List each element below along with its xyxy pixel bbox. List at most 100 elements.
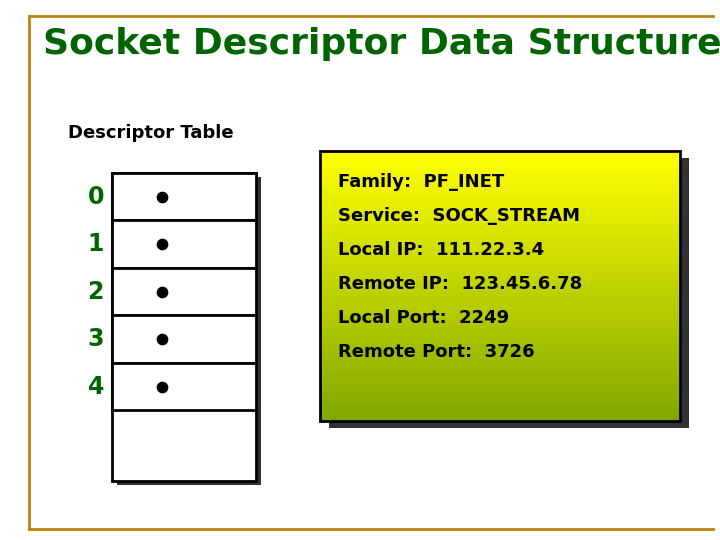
Bar: [320, 266, 680, 270]
Bar: [320, 181, 680, 186]
Bar: [320, 323, 680, 327]
Text: Remote Port:  3726: Remote Port: 3726: [338, 343, 535, 361]
Bar: [320, 374, 680, 378]
Bar: [320, 306, 680, 310]
Bar: [320, 185, 680, 189]
Bar: [320, 408, 680, 411]
Bar: [320, 195, 680, 199]
Bar: [320, 337, 680, 341]
Bar: [320, 418, 680, 422]
Bar: [320, 415, 680, 419]
Bar: [320, 175, 680, 179]
Bar: [320, 354, 680, 357]
Bar: [320, 330, 680, 334]
Point: [156, 335, 168, 343]
Bar: [320, 151, 680, 421]
Bar: [320, 188, 680, 192]
Bar: [320, 280, 680, 284]
Bar: [320, 178, 680, 182]
Bar: [320, 192, 680, 195]
Bar: [329, 158, 689, 428]
Point: [156, 382, 168, 391]
Bar: [112, 363, 256, 410]
Text: 0: 0: [88, 185, 104, 208]
Bar: [320, 377, 680, 381]
Bar: [320, 316, 680, 321]
Bar: [320, 205, 680, 209]
Bar: [320, 327, 680, 330]
Text: Local IP:  111.22.3.4: Local IP: 111.22.3.4: [338, 241, 544, 259]
Bar: [320, 256, 680, 260]
Text: Local Port:  2249: Local Port: 2249: [338, 309, 510, 327]
Bar: [320, 229, 680, 233]
Bar: [320, 397, 680, 402]
Bar: [320, 343, 680, 348]
Bar: [320, 273, 680, 276]
Bar: [320, 208, 680, 212]
Bar: [320, 361, 680, 365]
Bar: [320, 289, 680, 293]
Bar: [320, 219, 680, 222]
Bar: [320, 242, 680, 246]
Bar: [320, 154, 680, 159]
Bar: [320, 262, 680, 267]
Bar: [320, 235, 680, 240]
Bar: [320, 391, 680, 395]
Bar: [320, 158, 680, 162]
Bar: [320, 367, 680, 371]
Bar: [320, 404, 680, 408]
Bar: [320, 310, 680, 314]
Bar: [320, 394, 680, 398]
Bar: [320, 340, 680, 344]
Bar: [320, 239, 680, 243]
Bar: [320, 411, 680, 415]
Bar: [320, 253, 680, 256]
Bar: [320, 333, 680, 338]
Text: Service:  SOCK_STREAM: Service: SOCK_STREAM: [338, 207, 580, 225]
Bar: [320, 388, 680, 392]
Point: [156, 240, 168, 248]
Bar: [320, 276, 680, 280]
Point: [156, 192, 168, 201]
Bar: [320, 226, 680, 230]
Text: Descriptor Table: Descriptor Table: [68, 124, 234, 142]
Bar: [320, 222, 680, 226]
Bar: [320, 202, 680, 206]
Bar: [112, 315, 256, 363]
Bar: [320, 168, 680, 172]
Bar: [320, 165, 680, 168]
Text: 4: 4: [88, 375, 104, 399]
Bar: [320, 246, 680, 249]
Text: 3: 3: [88, 327, 104, 351]
Point: [156, 287, 168, 296]
Bar: [320, 370, 680, 375]
Bar: [320, 161, 680, 165]
Bar: [320, 212, 680, 216]
Bar: [320, 384, 680, 388]
Bar: [320, 364, 680, 368]
Bar: [320, 293, 680, 297]
Bar: [320, 249, 680, 253]
Bar: [320, 357, 680, 361]
Bar: [117, 177, 261, 485]
Bar: [112, 220, 256, 268]
Bar: [112, 173, 256, 220]
Bar: [320, 320, 680, 324]
Bar: [320, 313, 680, 317]
Bar: [320, 283, 680, 287]
Bar: [320, 151, 680, 155]
Text: 2: 2: [88, 280, 104, 303]
Bar: [320, 296, 680, 300]
Bar: [320, 350, 680, 354]
Bar: [320, 269, 680, 273]
Bar: [320, 381, 680, 384]
Bar: [320, 303, 680, 307]
Text: Family:  PF_INET: Family: PF_INET: [338, 173, 505, 191]
Text: 1: 1: [88, 232, 104, 256]
Bar: [112, 173, 256, 481]
Bar: [320, 286, 680, 290]
Bar: [320, 172, 680, 176]
Text: Socket Descriptor Data Structure: Socket Descriptor Data Structure: [43, 27, 720, 61]
Bar: [320, 401, 680, 405]
Bar: [320, 300, 680, 303]
